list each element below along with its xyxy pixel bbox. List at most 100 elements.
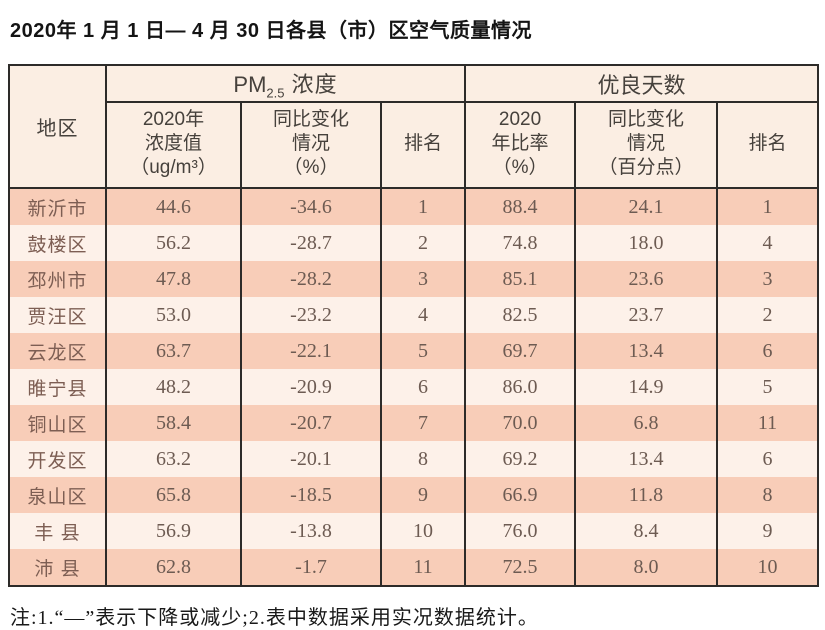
region-cell: 沛 县 xyxy=(8,549,107,586)
table-row: 开发区 63.2 -20.1 8 69.2 13.4 6 xyxy=(8,441,820,477)
days-rank-cell: 3 xyxy=(716,261,820,297)
table-row: 睢宁县 48.2 -20.9 6 86.0 14.9 5 xyxy=(8,369,820,405)
days-ratio-cell: 74.8 xyxy=(464,225,577,261)
table-row: 丰 县 56.9 -13.8 10 76.0 8.4 9 xyxy=(8,513,820,549)
pm-change-cell: -20.1 xyxy=(240,441,382,477)
region-cell: 睢宁县 xyxy=(8,369,107,405)
pm-value-cell: 58.4 xyxy=(105,405,242,441)
group-header-row: 地区 PM2.5 浓度 优良天数 xyxy=(8,64,820,189)
days-change-cell: 6.8 xyxy=(574,405,719,441)
pm-rank-cell: 3 xyxy=(379,261,467,297)
page-title: 2020年 1 月 1 日— 4 月 30 日各县（市）区空气质量情况 xyxy=(10,20,533,42)
pm-value-cell: 63.7 xyxy=(105,333,242,369)
table-row: 云龙区 63.7 -22.1 5 69.7 13.4 6 xyxy=(8,333,820,369)
pm-change-cell: -1.7 xyxy=(240,549,382,586)
col-header-days-rank: 排名 xyxy=(716,101,820,189)
region-cell: 泉山区 xyxy=(8,477,107,513)
pm-value-cell: 62.8 xyxy=(105,549,242,586)
pm-change-cell: -20.9 xyxy=(240,369,382,405)
days-change-cell: 8.0 xyxy=(574,549,719,586)
pm-value-cell: 53.0 xyxy=(105,297,242,333)
days-rank-cell: 11 xyxy=(716,405,820,441)
days-rank-cell: 6 xyxy=(716,333,820,369)
pm-rank-cell: 10 xyxy=(379,513,467,549)
table-row: 铜山区 58.4 -20.7 7 70.0 6.8 11 xyxy=(8,405,820,441)
region-cell: 贾汪区 xyxy=(8,297,107,333)
days-ratio-cell: 86.0 xyxy=(464,369,577,405)
days-change-cell: 14.9 xyxy=(574,369,719,405)
pm-value-cell: 56.9 xyxy=(105,513,242,549)
days-change-cell: 13.4 xyxy=(574,333,719,369)
days-rank-cell: 1 xyxy=(716,188,820,225)
table-row: 贾汪区 53.0 -23.2 4 82.5 23.7 2 xyxy=(8,297,820,333)
days-ratio-cell: 70.0 xyxy=(464,405,577,441)
region-cell: 鼓楼区 xyxy=(8,225,107,261)
table-row: 鼓楼区 56.2 -28.7 2 74.8 18.0 4 xyxy=(8,225,820,261)
pm-rank-cell: 11 xyxy=(379,549,467,586)
region-cell: 邳州市 xyxy=(8,261,107,297)
pm-rank-cell: 2 xyxy=(379,225,467,261)
col-header-pm-rank: 排名 xyxy=(379,101,467,189)
pm-rank-cell: 5 xyxy=(379,333,467,369)
days-rank-cell: 8 xyxy=(716,477,820,513)
pm25-label-subscript: 2.5 xyxy=(266,85,285,101)
col-header-days-change: 同比变化 情况 （百分点） xyxy=(574,101,719,189)
days-change-cell: 13.4 xyxy=(574,441,719,477)
days-rank-cell: 4 xyxy=(716,225,820,261)
table-row: 邳州市 47.8 -28.2 3 85.1 23.6 3 xyxy=(8,261,820,297)
table-row: 新沂市 44.6 -34.6 1 88.4 24.1 1 xyxy=(8,188,820,225)
pm-value-cell: 65.8 xyxy=(105,477,242,513)
days-ratio-cell: 69.2 xyxy=(464,441,577,477)
sub-header-row: 2020年 浓度值 （ug/m³） 同比变化 情况 （%） 排名 2020 年比… xyxy=(9,101,820,189)
pm-change-cell: -28.7 xyxy=(240,225,382,261)
days-change-cell: 18.0 xyxy=(574,225,719,261)
days-ratio-cell: 88.4 xyxy=(464,188,577,225)
pm-change-cell: -20.7 xyxy=(240,405,382,441)
pm25-label-prefix: PM xyxy=(233,71,267,97)
days-ratio-cell: 69.7 xyxy=(464,333,577,369)
days-change-cell: 11.8 xyxy=(574,477,719,513)
col-header-pm-value: 2020年 浓度值 （ug/m³） xyxy=(105,101,242,189)
region-cell: 铜山区 xyxy=(8,405,107,441)
days-ratio-cell: 72.5 xyxy=(464,549,577,586)
region-cell: 开发区 xyxy=(8,441,107,477)
region-cell: 丰 县 xyxy=(8,513,107,549)
pm-rank-cell: 7 xyxy=(379,405,467,441)
col-header-pm-change: 同比变化 情况 （%） xyxy=(240,101,382,189)
table-header: 地区 PM2.5 浓度 优良天数 2020年 浓度值 （ug/m³） 同比变化 … xyxy=(8,64,820,189)
table-row: 泉山区 65.8 -18.5 9 66.9 11.8 8 xyxy=(8,477,820,513)
pm-value-cell: 56.2 xyxy=(105,225,242,261)
days-rank-cell: 6 xyxy=(716,441,820,477)
pm-rank-cell: 8 xyxy=(379,441,467,477)
pm-value-cell: 47.8 xyxy=(105,261,242,297)
days-rank-cell: 10 xyxy=(716,549,820,586)
days-ratio-cell: 85.1 xyxy=(464,261,577,297)
pm-value-cell: 44.6 xyxy=(105,188,242,225)
col-group-pm25: PM2.5 浓度 xyxy=(104,64,467,103)
pm-change-cell: -34.6 xyxy=(240,188,382,225)
days-ratio-cell: 82.5 xyxy=(464,297,577,333)
region-cell: 新沂市 xyxy=(8,188,107,225)
pm-rank-cell: 1 xyxy=(379,188,467,225)
days-change-cell: 8.4 xyxy=(574,513,719,549)
days-rank-cell: 9 xyxy=(716,513,820,549)
col-group-good-days: 优良天数 xyxy=(464,64,820,103)
pm-change-cell: -22.1 xyxy=(240,333,382,369)
pm-change-cell: -13.8 xyxy=(240,513,382,549)
pm-value-cell: 48.2 xyxy=(105,369,242,405)
col-header-days-ratio: 2020 年比率 （%） xyxy=(464,101,577,189)
pm-rank-cell: 4 xyxy=(379,297,467,333)
footnote: 注:1.“—”表示下降或减少;2.表中数据采用实况数据统计。 xyxy=(10,607,539,629)
days-rank-cell: 5 xyxy=(716,369,820,405)
col-header-region: 地区 xyxy=(8,64,107,189)
pm-change-cell: -18.5 xyxy=(240,477,382,513)
days-change-cell: 24.1 xyxy=(574,188,719,225)
pm-rank-cell: 9 xyxy=(379,477,467,513)
pm-rank-cell: 6 xyxy=(379,369,467,405)
air-quality-table: 地区 PM2.5 浓度 优良天数 2020年 浓度值 （ug/m³） 同比变化 … xyxy=(8,64,820,587)
days-change-cell: 23.6 xyxy=(574,261,719,297)
pm-value-cell: 63.2 xyxy=(105,441,242,477)
table-body: 新沂市 44.6 -34.6 1 88.4 24.1 1 鼓楼区 56.2 -28.7 2 74.8 1… xyxy=(8,188,820,586)
days-ratio-cell: 66.9 xyxy=(464,477,577,513)
